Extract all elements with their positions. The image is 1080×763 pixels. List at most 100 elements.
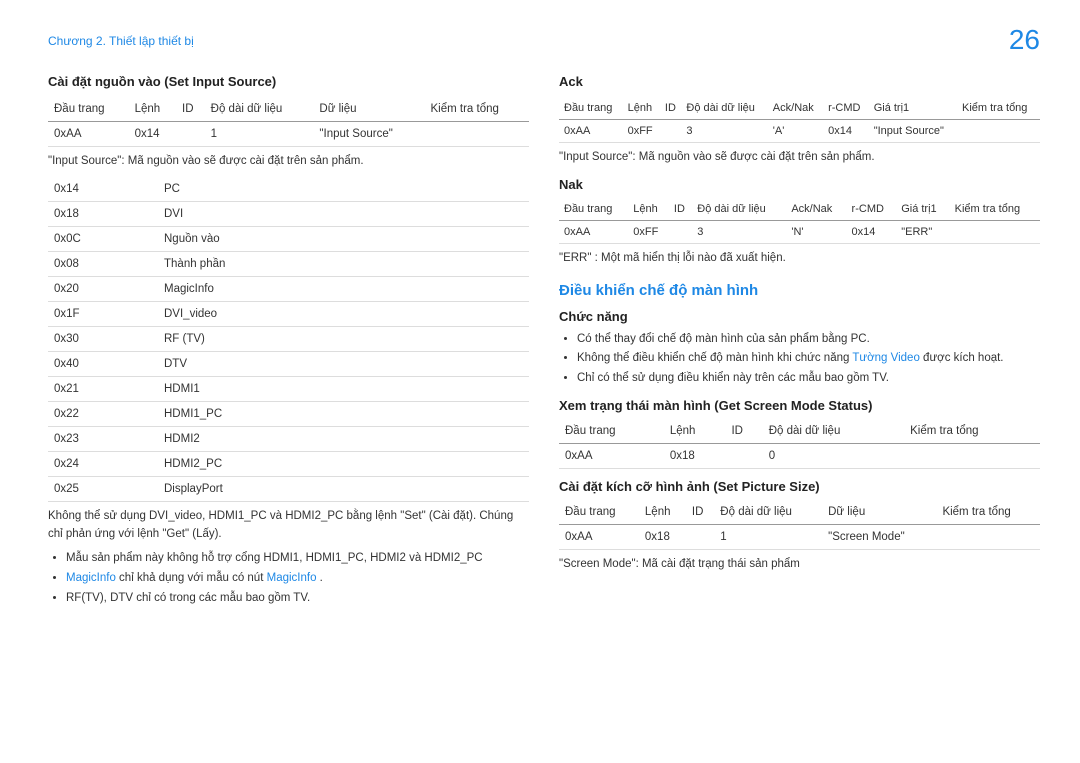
table-cell: 0x14	[129, 122, 176, 147]
table-cell: 0x18	[48, 201, 158, 226]
page-header: Chương 2. Thiết lập thiết bị 26	[0, 0, 1080, 66]
table-cell: 0x20	[48, 276, 158, 301]
table-cell: 'A'	[768, 120, 823, 143]
table-cell: DVI_video	[158, 301, 529, 326]
table-header-cell: Lệnh	[623, 97, 660, 120]
table-cell: 0x18	[639, 525, 686, 550]
table-cell	[669, 220, 692, 243]
table-cell: MagicInfo	[158, 276, 529, 301]
table-cell: 0x1F	[48, 301, 158, 326]
table-cell: PC	[158, 177, 529, 202]
table-cell	[686, 525, 714, 550]
bullet-sm2-post: được kích hoạt.	[920, 352, 1004, 364]
table-cell: 0x0C	[48, 226, 158, 251]
breadcrumb: Chương 2. Thiết lập thiết bị	[48, 34, 194, 48]
bullet-rftv-dtv: RF(TV), DTV chỉ có trong các mẫu bao gồm…	[66, 589, 529, 609]
table-cell: "Screen Mode"	[822, 525, 936, 550]
table-header-cell: Kiểm tra tổng	[950, 198, 1040, 221]
table-cell: 1	[714, 525, 822, 550]
table-cell: 1	[205, 122, 314, 147]
table-cell	[176, 122, 205, 147]
table-cell: 0x14	[48, 177, 158, 202]
table-cell: Nguồn vào	[158, 226, 529, 251]
table-row: 0x18DVI	[48, 201, 529, 226]
table-row: 0x24HDMI2_PC	[48, 451, 529, 476]
table-header-cell: Ack/Nak	[786, 198, 846, 221]
note-dvi-hdmi: Không thể sử dụng DVI_video, HDMI1_PC và…	[48, 508, 529, 544]
table-cell: 0xAA	[559, 220, 628, 243]
note-nak: "ERR" : Một mã hiển thị lỗi nào đã xuất …	[559, 250, 1040, 268]
table-cell: 0xFF	[628, 220, 669, 243]
section-title-screen-mode: Điều khiển chế độ màn hình	[559, 282, 1040, 299]
bullet-sm2-pre: Không thể điều khiển chế độ màn hình khi…	[577, 352, 852, 364]
accent-video-wall: Tường Video	[852, 352, 919, 364]
table-header-cell: ID	[725, 419, 762, 444]
table-cell: 0x18	[664, 444, 726, 469]
accent-magicinfo-1: MagicInfo	[66, 572, 116, 584]
table-header-cell: ID	[176, 97, 205, 122]
table-input-source-codes: 0x14PC0x18DVI0x0CNguồn vào0x08Thành phần…	[48, 177, 529, 502]
table-cell: 'N'	[786, 220, 846, 243]
table-header-cell: Đầu trang	[559, 198, 628, 221]
table-set-picture-size: Đầu trangLệnhIDĐộ dài dữ liệuDữ liệuKiểm…	[559, 500, 1040, 550]
table-row: 0x30RF (TV)	[48, 326, 529, 351]
left-bullet-list: Mẫu sản phẩm này không hỗ trợ cổng HDMI1…	[48, 549, 529, 608]
table-header-cell: Dữ liệu	[822, 500, 936, 525]
table-header-cell: Đầu trang	[48, 97, 129, 122]
table-header-cell: Đầu trang	[559, 500, 639, 525]
table-row: 0x14PC	[48, 177, 529, 202]
screen-mode-bullets: Có thể thay đổi chế độ màn hình của sản …	[559, 330, 1040, 389]
table-row: 0x25DisplayPort	[48, 476, 529, 501]
table-cell: 0x14	[823, 120, 869, 143]
table-header-cell: Độ dài dữ liệu	[714, 500, 822, 525]
table-cell: 0xAA	[559, 525, 639, 550]
table-header-cell: Đầu trang	[559, 419, 664, 444]
table-cell: 3	[692, 220, 786, 243]
table-cell: Thành phần	[158, 251, 529, 276]
table-cell: RF (TV)	[158, 326, 529, 351]
table-header-cell: Giá trị1	[869, 97, 957, 120]
table-header-cell: Ack/Nak	[768, 97, 823, 120]
table-row: 0x08Thành phần	[48, 251, 529, 276]
table-header-cell: Lệnh	[639, 500, 686, 525]
table-header-cell: Dữ liệu	[313, 97, 424, 122]
right-column: Ack Đầu trangLệnhIDĐộ dài dữ liệuAck/Nak…	[559, 74, 1040, 618]
bullet-screen-mode-3: Chỉ có thể sử dụng điều khiển này trên c…	[577, 369, 1040, 389]
table-nak: Đầu trangLệnhIDĐộ dài dữ liệuAck/Nakr-CM…	[559, 198, 1040, 244]
table-cell: "Input Source"	[869, 120, 957, 143]
table-cell: 0xAA	[559, 120, 623, 143]
table-header-cell: Lệnh	[628, 198, 669, 221]
table-header-cell: Kiểm tra tổng	[904, 419, 1040, 444]
table-cell	[425, 122, 530, 147]
table-cell: HDMI1	[158, 376, 529, 401]
bullet-magicinfo: MagicInfo chỉ khả dụng với mẫu có nút Ma…	[66, 569, 529, 589]
table-header-cell: Kiểm tra tổng	[957, 97, 1040, 120]
table-row: 0x23HDMI2	[48, 426, 529, 451]
section-title-nak: Nak	[559, 177, 1040, 192]
table-header-cell: Kiểm tra tổng	[425, 97, 530, 122]
table-header-cell: ID	[660, 97, 681, 120]
table-row: 0x20MagicInfo	[48, 276, 529, 301]
table-cell: HDMI2	[158, 426, 529, 451]
note-screen-mode: "Screen Mode": Mã cài đặt trạng thái sản…	[559, 556, 1040, 574]
left-column: Cài đặt nguồn vào (Set Input Source) Đầu…	[48, 74, 529, 618]
table-header-cell: Độ dài dữ liệu	[692, 198, 786, 221]
table-header-cell: ID	[686, 500, 714, 525]
table-ack: Đầu trangLệnhIDĐộ dài dữ liệuAck/Nakr-CM…	[559, 97, 1040, 143]
table-cell	[950, 220, 1040, 243]
table-cell: 0x14	[847, 220, 897, 243]
table-set-input-source: Đầu trangLệnhIDĐộ dài dữ liệuDữ liệuKiểm…	[48, 97, 529, 147]
table-cell: HDMI1_PC	[158, 401, 529, 426]
bullet-hdmi-unsupported: Mẫu sản phẩm này không hỗ trợ cổng HDMI1…	[66, 549, 529, 569]
table-cell	[725, 444, 762, 469]
table-cell: HDMI2_PC	[158, 451, 529, 476]
subtitle-function: Chức năng	[559, 309, 1040, 324]
table-cell	[904, 444, 1040, 469]
table-header-cell: r-CMD	[823, 97, 869, 120]
table-header-cell: Độ dài dữ liệu	[205, 97, 314, 122]
table-cell: 0x24	[48, 451, 158, 476]
table-header-cell: Lệnh	[129, 97, 176, 122]
table-cell: 0x21	[48, 376, 158, 401]
table-cell: 0x40	[48, 351, 158, 376]
table-cell	[957, 120, 1040, 143]
